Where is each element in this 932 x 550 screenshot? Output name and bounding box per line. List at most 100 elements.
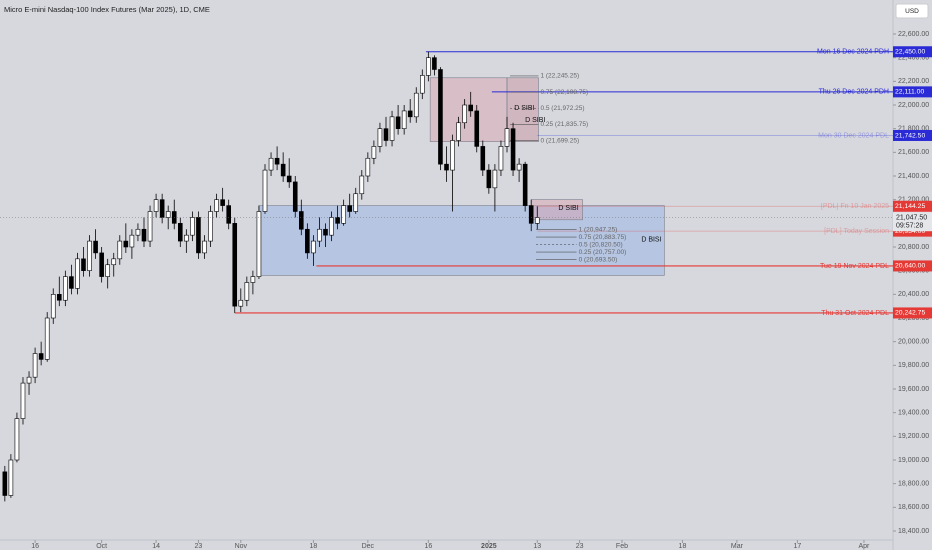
level-badge: [893, 260, 932, 272]
x-tick-label: 16: [31, 543, 39, 550]
candle-body: [129, 234, 135, 248]
candle-body: [353, 193, 359, 212]
candle-body: [75, 258, 80, 289]
candle-body: [426, 57, 431, 76]
x-tick-label: Oct: [96, 543, 107, 550]
candle-body: [123, 240, 129, 248]
candle-body: [395, 116, 401, 129]
candle-body: [419, 75, 425, 94]
candle-body: [147, 211, 153, 242]
fib-label: 0.75 (20,883.75): [579, 234, 627, 241]
candle-body: [244, 282, 250, 301]
candle-body: [274, 157, 280, 165]
level-price: 20,934.00: [895, 228, 925, 235]
candle-body: [8, 459, 14, 496]
candle-body: [214, 199, 219, 212]
candle-body: [63, 276, 68, 301]
candle-body: [38, 353, 44, 360]
candle-body: [105, 264, 110, 277]
level-text: [PDL] Today Session: [824, 228, 889, 235]
candle-body: [462, 104, 467, 124]
candle-body: [190, 217, 195, 236]
x-tick-label: 2025: [481, 543, 497, 550]
y-tick-label: 22,200.00: [898, 78, 929, 85]
x-tick-label: 17: [794, 543, 802, 550]
candle-body: [220, 199, 225, 206]
candle-body: [504, 128, 510, 147]
current-price-badge: [893, 212, 932, 232]
level-text: Mon 16 Dec 2024 PDH: [817, 49, 889, 56]
candle-body: [117, 240, 123, 260]
level-badge: [893, 86, 932, 98]
x-tick-label: 14: [152, 543, 160, 550]
x-tick-label: 23: [576, 543, 584, 550]
y-tick-label: 18,600.00: [898, 504, 929, 511]
zone-label: D BISI: [641, 237, 661, 244]
candle-body: [480, 146, 486, 171]
candle-body: [389, 116, 395, 141]
level-price: 22,111.00: [895, 89, 924, 96]
candle-body: [87, 240, 92, 271]
fib-label: 0.25 (21,835.75): [540, 121, 588, 128]
y-tick-label: 20,400.00: [898, 291, 929, 298]
candle-body: [20, 382, 26, 419]
candle-body: [317, 228, 322, 242]
candle-body: [81, 258, 86, 271]
candle-body: [498, 146, 504, 171]
x-tick-label: 16: [424, 543, 432, 550]
level-price: 22,450.00: [895, 49, 925, 56]
level-badge: [893, 129, 932, 141]
candle-body: [432, 57, 437, 70]
level-price: 21,144.25: [895, 203, 925, 210]
level-text: Thu 26 Dec 2024 PDH: [819, 89, 889, 96]
y-tick-label: 22,000.00: [898, 102, 929, 109]
zone-label: D SIBI: [525, 117, 545, 124]
candle-body: [14, 418, 20, 461]
candle-body: [56, 294, 62, 301]
candle-body: [468, 104, 474, 112]
candle-body: [292, 181, 298, 212]
fib-label: 1 (20,947.25): [579, 226, 618, 233]
candle-body: [226, 205, 231, 224]
candle-body: [383, 128, 389, 141]
level-text: Tue 19 Nov 2024 PDL: [820, 263, 889, 270]
candle-body: [474, 110, 480, 147]
candle-body: [268, 157, 274, 171]
candle-body: [510, 128, 516, 171]
currency-button[interactable]: [895, 3, 929, 19]
level-text: Thu 31 Oct 2024 PDL: [821, 310, 889, 317]
candle-body: [305, 228, 310, 254]
y-tick-label: 19,800.00: [898, 362, 929, 369]
chart-title: Micro E-mini Nasdaq-100 Index Futures (M…: [4, 5, 210, 14]
x-tick-label: 18: [309, 543, 317, 550]
candle-body: [286, 175, 292, 183]
candle-body: [522, 163, 528, 206]
x-tick-label: 23: [195, 543, 203, 550]
candle-body: [208, 211, 213, 242]
fib-label: 0 (20,693.50): [579, 256, 618, 263]
zone-label: D SIBI: [558, 205, 578, 212]
candle-body: [280, 163, 286, 177]
candle-body: [184, 234, 189, 242]
x-tick-label: Mar: [731, 543, 744, 550]
level-text: Mon 30 Dec 2024 PDL: [818, 132, 889, 139]
candle-body: [371, 146, 377, 159]
x-tick-label: Apr: [859, 543, 871, 550]
candle-body: [456, 122, 461, 141]
candle-body: [171, 211, 177, 224]
candle-body: [341, 205, 346, 224]
y-tick-label: 21,800.00: [898, 126, 929, 133]
candle-body: [492, 169, 498, 189]
y-tick-label: 21,200.00: [898, 197, 929, 204]
candle-body: [135, 228, 141, 236]
candle-body: [93, 240, 98, 254]
y-tick-label: 19,600.00: [898, 386, 929, 393]
candle-body: [26, 376, 32, 384]
x-tick-label: Nov: [235, 543, 248, 550]
x-tick-label: Dec: [362, 543, 375, 550]
candle-body: [44, 317, 50, 360]
candle-body: [516, 163, 522, 171]
y-tick-label: 21,600.00: [898, 149, 929, 156]
candle-body: [99, 252, 104, 277]
